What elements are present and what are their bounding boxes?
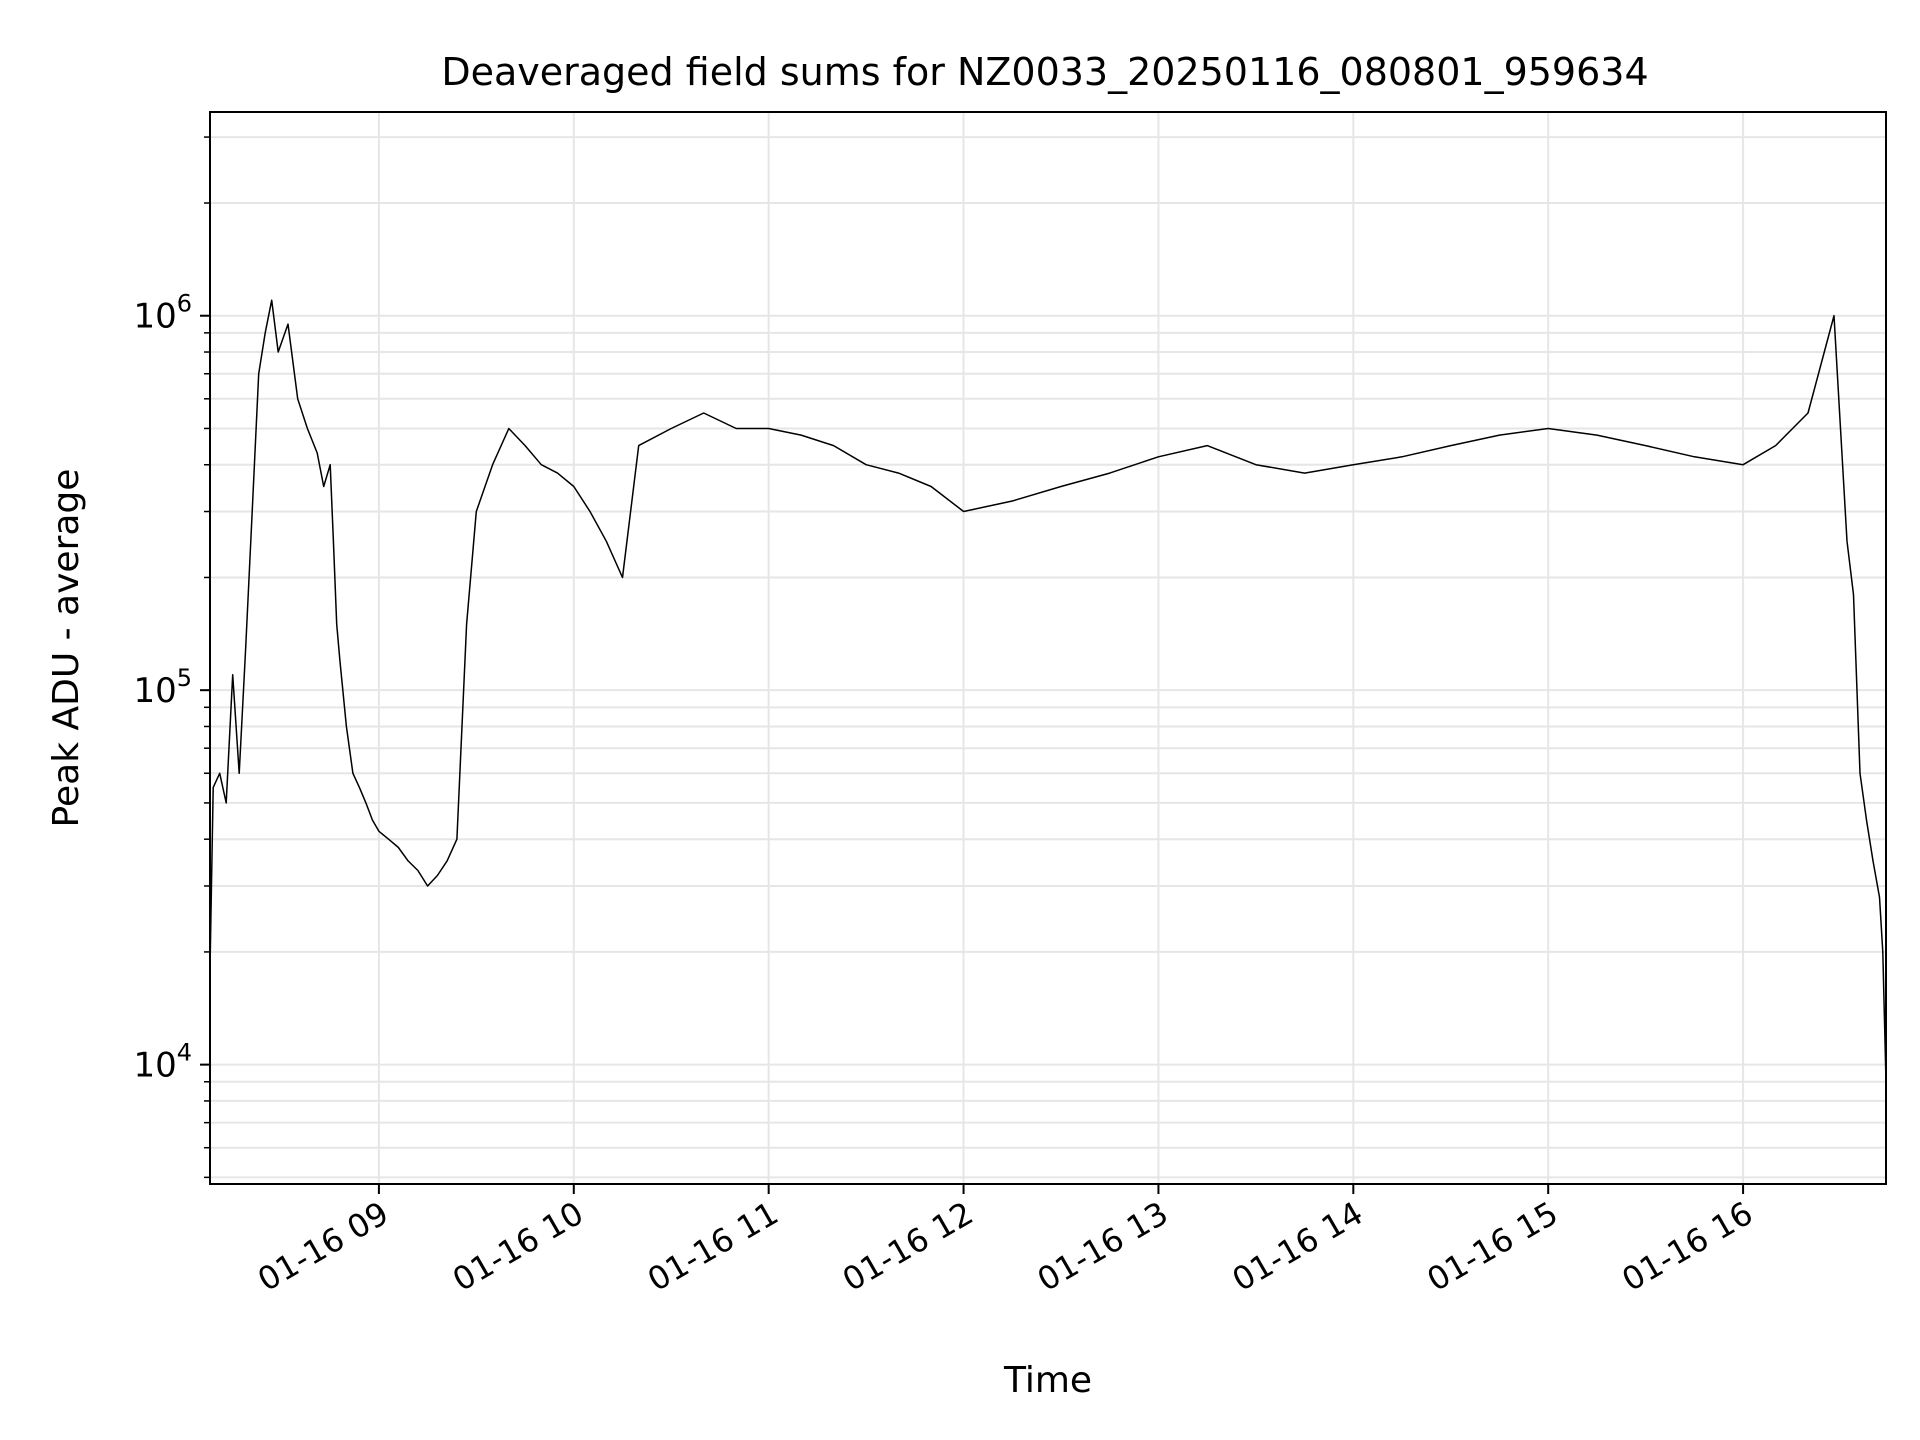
y-tick-base: 10 bbox=[133, 1046, 176, 1086]
y-tick-label: 105 bbox=[133, 664, 192, 711]
y-tick-label: 106 bbox=[133, 290, 192, 337]
plot-frame bbox=[209, 111, 1887, 1185]
series-layer bbox=[209, 299, 1887, 1082]
series-line bbox=[209, 299, 1887, 1082]
y-tick-base: 10 bbox=[133, 297, 176, 337]
y-tick-label: 104 bbox=[133, 1039, 192, 1086]
y-tick-exponent: 4 bbox=[177, 1039, 192, 1067]
x-axis-label: Time bbox=[1003, 1360, 1092, 1401]
chart-title: Deaveraged field sums for NZ0033_2025011… bbox=[441, 50, 1648, 94]
grid bbox=[210, 112, 1886, 1184]
y-tick-base: 10 bbox=[133, 671, 176, 711]
y-axis-label: Peak ADU - average bbox=[46, 469, 87, 828]
y-tick-exponent: 6 bbox=[177, 290, 192, 318]
y-tick-exponent: 5 bbox=[177, 664, 192, 692]
